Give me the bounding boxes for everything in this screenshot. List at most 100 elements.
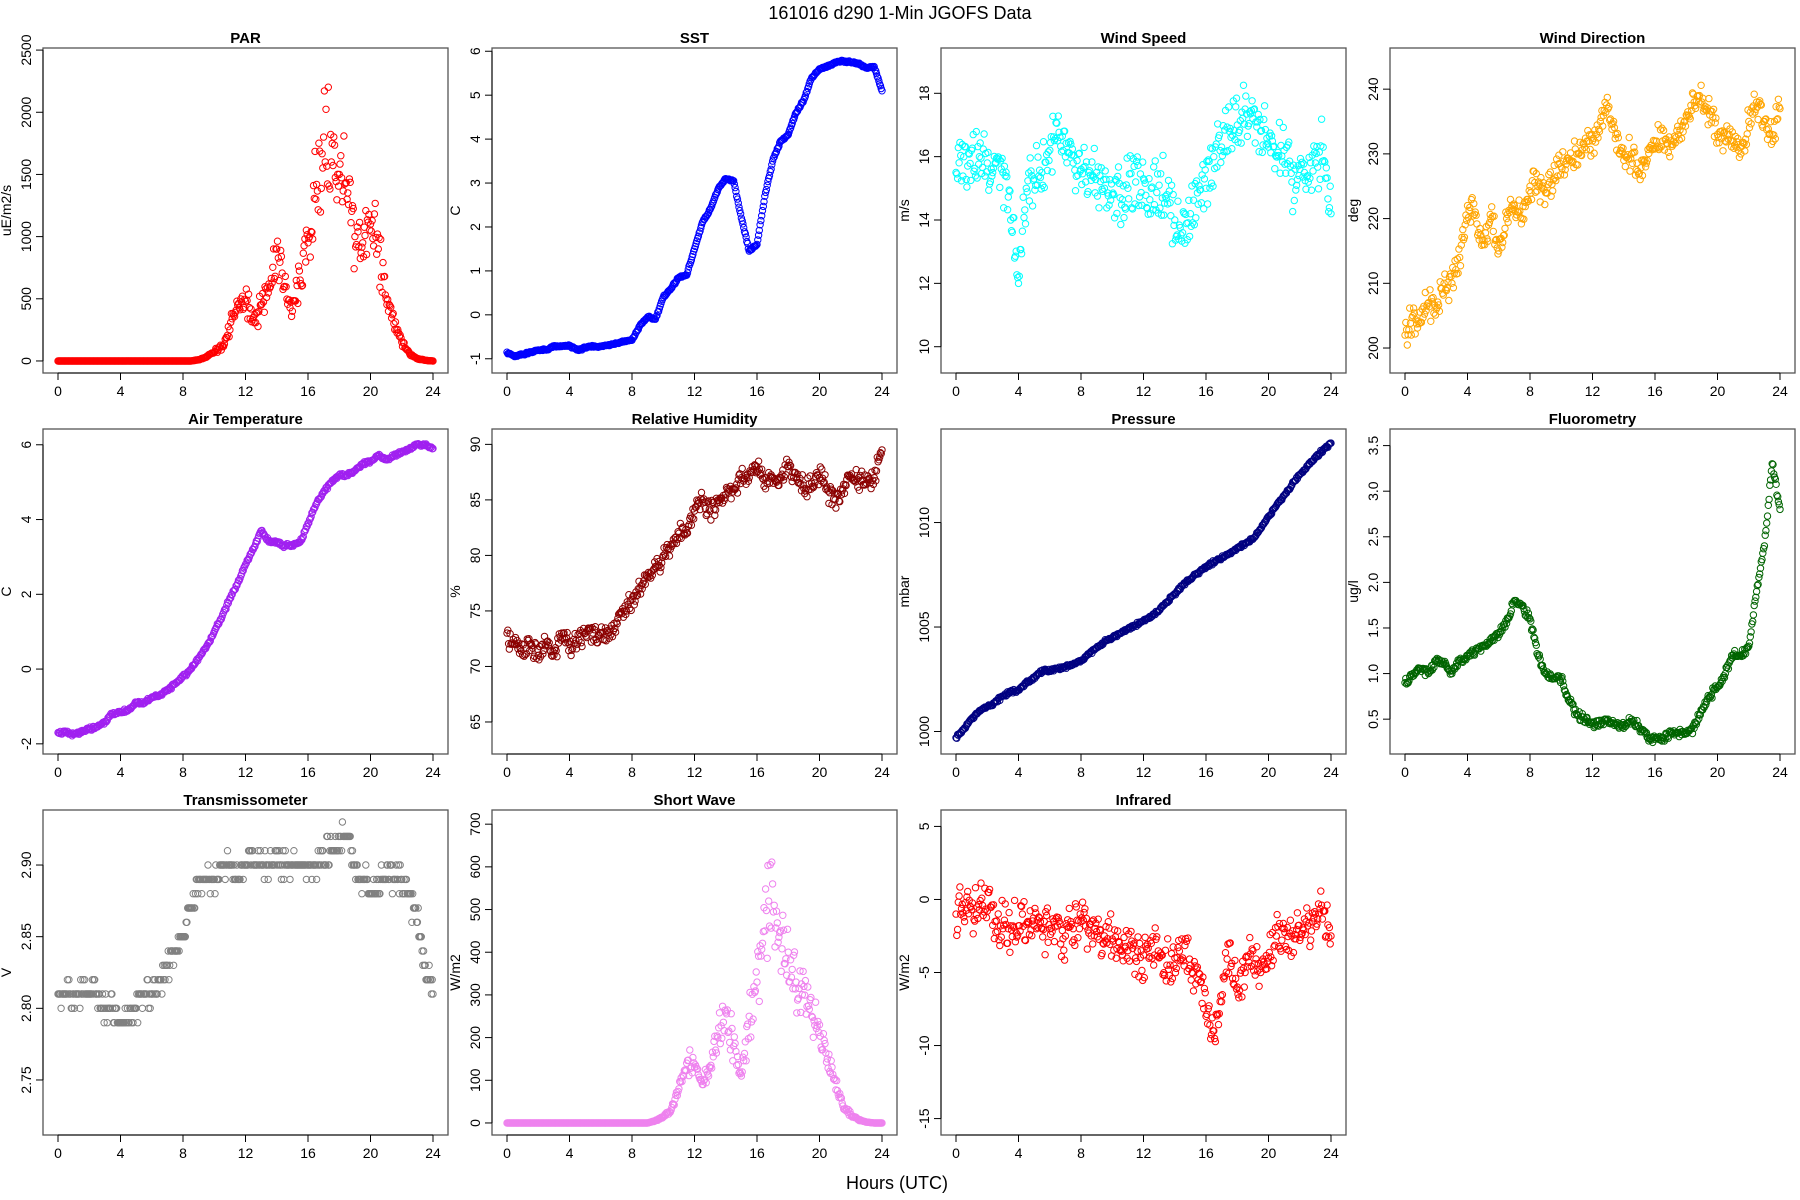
data-point xyxy=(1735,153,1744,162)
y-tick-label: 85 xyxy=(467,492,483,508)
data-point xyxy=(262,293,271,302)
data-point xyxy=(1101,167,1109,175)
data-point xyxy=(1774,115,1782,123)
data-point xyxy=(1287,169,1295,178)
data-point xyxy=(1538,182,1547,190)
data-point xyxy=(983,159,991,167)
data-point xyxy=(1300,160,1308,168)
data-point xyxy=(1202,184,1210,193)
data-point xyxy=(518,640,526,648)
data-point xyxy=(1082,158,1091,166)
data-point xyxy=(1427,317,1435,325)
data-point xyxy=(316,147,324,155)
data-point xyxy=(1156,204,1164,212)
data-point xyxy=(344,189,352,197)
data-point xyxy=(1420,310,1429,318)
x-tick-label: 24 xyxy=(425,383,441,399)
data-point xyxy=(313,187,322,195)
data-point xyxy=(726,176,734,184)
data-point xyxy=(1201,166,1209,174)
figure-xlabel: Hours (UTC) xyxy=(846,1173,948,1193)
data-point xyxy=(802,88,810,97)
data-point xyxy=(296,538,304,546)
data-point xyxy=(627,606,635,615)
data-point xyxy=(1237,139,1245,147)
data-point xyxy=(57,1004,65,1012)
data-point xyxy=(1510,201,1519,210)
data-point xyxy=(286,875,294,884)
data-point xyxy=(684,265,692,274)
y-tick-label: -2 xyxy=(18,737,34,750)
data-point xyxy=(1298,158,1306,167)
x-tick-label: 4 xyxy=(1464,383,1472,399)
data-point xyxy=(1603,93,1612,102)
data-point xyxy=(377,273,386,281)
data-point xyxy=(134,1019,142,1027)
x-tick-label: 20 xyxy=(812,764,828,780)
data-point xyxy=(321,486,329,495)
data-points xyxy=(54,83,437,365)
data-point xyxy=(1773,116,1781,124)
data-point xyxy=(578,642,586,651)
data-point xyxy=(1131,200,1139,208)
y-tick-label: 0 xyxy=(18,357,34,365)
data-point xyxy=(736,210,745,218)
data-point xyxy=(1770,131,1778,139)
data-point xyxy=(1153,170,1162,178)
data-point xyxy=(1044,148,1052,156)
y-tick-label: 2.5 xyxy=(1365,527,1381,547)
data-point xyxy=(359,239,367,247)
x-tick-label: 16 xyxy=(749,383,765,399)
x-tick-label: 8 xyxy=(1526,764,1534,780)
data-point xyxy=(1666,153,1674,161)
data-point xyxy=(380,272,389,281)
data-point xyxy=(1200,205,1208,213)
data-point xyxy=(1771,135,1780,143)
data-point xyxy=(752,241,760,250)
data-point xyxy=(978,163,987,172)
data-point xyxy=(355,243,363,251)
x-tick-label: 4 xyxy=(117,764,125,780)
data-point xyxy=(1307,186,1316,194)
data-point xyxy=(1242,92,1250,100)
plot-frame xyxy=(1389,428,1796,755)
data-point xyxy=(1282,169,1290,177)
data-point xyxy=(758,212,766,220)
data-point xyxy=(312,195,320,204)
y-axis-label: V xyxy=(0,967,14,977)
plot-frame xyxy=(42,428,449,755)
data-point xyxy=(1255,148,1263,156)
data-point xyxy=(1506,195,1515,204)
data-point xyxy=(379,258,387,267)
data-point xyxy=(1474,228,1483,237)
data-point xyxy=(1285,138,1293,146)
data-point xyxy=(1320,157,1328,165)
data-point xyxy=(1017,250,1026,258)
data-point xyxy=(1750,90,1758,98)
data-point xyxy=(361,231,369,240)
y-axis-label: C xyxy=(447,205,463,215)
data-point xyxy=(1049,112,1057,121)
data-point xyxy=(963,183,971,191)
data-point xyxy=(348,202,357,210)
data-point xyxy=(1705,94,1713,103)
x-tick-label: 8 xyxy=(1077,383,1085,399)
data-point xyxy=(366,220,375,228)
data-point xyxy=(1636,175,1644,184)
data-point xyxy=(1476,224,1484,233)
data-point xyxy=(1549,187,1557,195)
x-tick-label: 20 xyxy=(363,764,379,780)
data-point xyxy=(697,488,706,497)
data-point xyxy=(239,567,247,575)
data-point xyxy=(788,119,796,128)
y-tick-label: 1000 xyxy=(18,221,34,252)
panel-transmissometer: TransmissometerV048121620242.752.802.852… xyxy=(0,792,449,1161)
data-point xyxy=(1452,266,1460,274)
data-point xyxy=(761,192,769,200)
data-point xyxy=(1003,173,1011,181)
data-point xyxy=(1691,104,1700,113)
y-tick-label: 200 xyxy=(467,1026,483,1050)
data-point xyxy=(1034,153,1042,161)
